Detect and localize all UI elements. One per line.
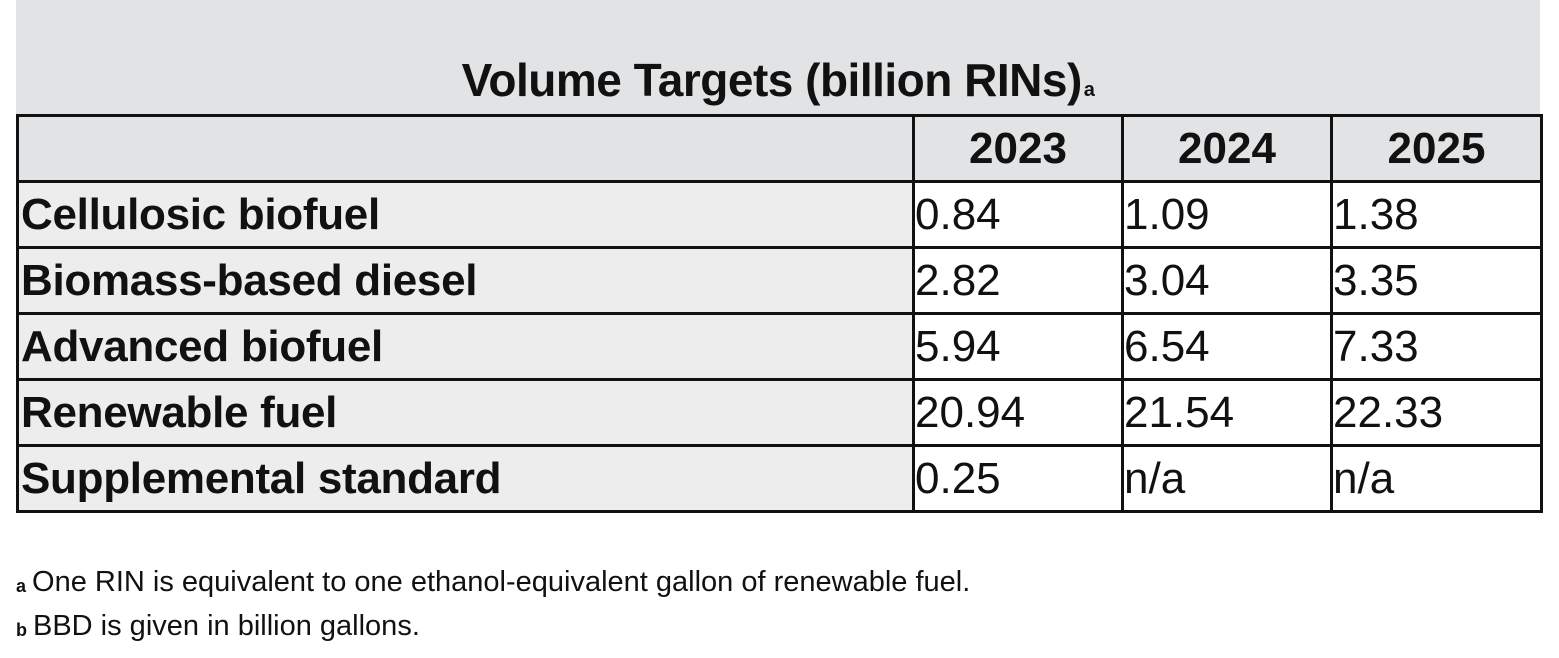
- footnote-text: BBD is given in billion gallons.: [33, 610, 420, 642]
- row-label: Supplemental standard: [16, 444, 915, 513]
- table-cell: 6.54: [1121, 312, 1333, 381]
- header-row: 2023 2024 2025: [16, 114, 1543, 183]
- column-header-2025: 2025: [1330, 114, 1543, 183]
- table-row: Supplemental standard 0.25 n/a n/a: [16, 444, 1543, 513]
- table-row: Cellulosic biofuel 0.84 1.09 1.38: [16, 180, 1543, 249]
- table-cell: 0.84: [912, 180, 1124, 249]
- footnote-text: One RIN is equivalent to one ethanol-equ…: [32, 566, 971, 598]
- table-cell: 1.09: [1121, 180, 1333, 249]
- table-cell: n/a: [1121, 444, 1333, 513]
- table-cell: 5.94: [912, 312, 1124, 381]
- column-header-2023: 2023: [912, 114, 1124, 183]
- footnote: a One RIN is equivalent to one ethanol-eq…: [16, 560, 970, 604]
- row-label: Advanced biofuel: [16, 312, 915, 381]
- table-cell: 1.38: [1330, 180, 1543, 249]
- row-label: Biomass-based diesel: [16, 246, 915, 315]
- table-cell: 3.04: [1121, 246, 1333, 315]
- footnote-marker: b: [16, 620, 27, 640]
- table-cell: 3.35: [1330, 246, 1543, 315]
- table-cell: 7.33: [1330, 312, 1543, 381]
- table-row: Biomass-based diesel 2.82 3.04 3.35: [16, 246, 1543, 315]
- footnote: b BBD is given in billion gallons.: [16, 604, 970, 648]
- table-title-text: Volume Targets (billion RINs): [461, 54, 1083, 106]
- volume-targets-table: 2023 2024 2025 Cellulosic biofuel 0.84 1…: [16, 114, 1543, 513]
- title-band: Volume Targets (billion RINs) a: [16, 0, 1540, 115]
- row-label: Renewable fuel: [16, 378, 915, 447]
- table-title: Volume Targets (billion RINs) a: [16, 52, 1540, 108]
- footnotes: a One RIN is equivalent to one ethanol-eq…: [16, 560, 970, 648]
- table-cell: 21.54: [1121, 378, 1333, 447]
- table-cell: 22.33: [1330, 378, 1543, 447]
- footnote-marker: a: [16, 576, 27, 596]
- table-cell: 20.94: [912, 378, 1124, 447]
- row-label: Cellulosic biofuel: [16, 180, 915, 249]
- table-cell: 0.25: [912, 444, 1124, 513]
- table-row: Advanced biofuel 5.94 6.54 7.33: [16, 312, 1543, 381]
- header-corner-cell: [16, 114, 915, 183]
- column-header-2024: 2024: [1121, 114, 1333, 183]
- title-footnote-marker: a: [1083, 79, 1095, 101]
- table-cell: n/a: [1330, 444, 1543, 513]
- table-row: Renewable fuel 20.94 21.54 22.33: [16, 378, 1543, 447]
- table-cell: 2.82: [912, 246, 1124, 315]
